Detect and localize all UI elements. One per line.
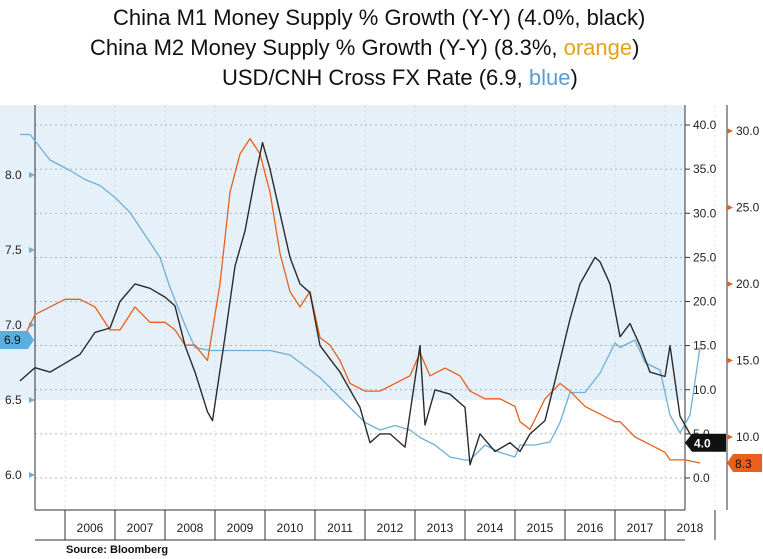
right1-tick-label-0.0: 0.0	[693, 471, 710, 485]
fx-last-marker	[0, 331, 34, 349]
fx-last-label: 6.9	[4, 333, 21, 347]
left-tick-label-8.0: 8.0	[5, 168, 22, 182]
last-value-markers: 6.9 4.0 8.3	[0, 331, 762, 473]
chart-title-line-1: China M1 Money Supply % Growth (Y-Y) (4.…	[113, 5, 646, 30]
right2-tick-10.0	[727, 434, 733, 440]
grid	[35, 105, 716, 510]
x-tick-label-2016: 2016	[577, 521, 604, 535]
right2-tick-30.0	[727, 128, 733, 134]
x-tick-label-2018: 2018	[677, 521, 704, 535]
right1-tick-label-25.0: 25.0	[693, 250, 717, 264]
title-line-2-suffix: )	[632, 35, 640, 60]
x-axis: 2006 2007 2008 2009 2010 2011 2012 2013 2014 2015…	[35, 509, 716, 541]
right1-tick-label-15.0: 15.0	[693, 339, 717, 353]
right2-tick-15.0	[727, 357, 733, 364]
source-note: Source: Bloomberg	[66, 544, 169, 556]
title-line-3-suffix: )	[570, 65, 578, 90]
x-tick-label-2013: 2013	[427, 521, 454, 535]
x-tick-label-2010: 2010	[277, 521, 304, 535]
right2-tick-label-15.0: 15.0	[736, 354, 760, 368]
left-axis: 6.0 6.5 7.0 7.5 8.0	[5, 105, 36, 510]
series-line-m2	[19, 137, 701, 464]
left-tick-label-6.0: 6.0	[5, 468, 22, 482]
x-tick-label-2014: 2014	[477, 521, 504, 535]
x-tick-label-2017: 2017	[627, 521, 654, 535]
title-blue-word: blue	[528, 65, 571, 90]
left-tick-label-6.5: 6.5	[5, 393, 22, 407]
x-tick-label-2007: 2007	[127, 521, 154, 535]
title-orange-word: orange	[563, 35, 633, 60]
left-tick-8.0	[29, 172, 35, 178]
chart-title-line-2: China M2 Money Supply % Growth (Y-Y) (8.…	[90, 34, 639, 62]
x-tick-label-2015: 2015	[527, 521, 554, 535]
series-line-fx	[20, 133, 701, 461]
right2-tick-label-20.0: 20.0	[736, 277, 760, 291]
right1-tick-label-20.0: 20.0	[693, 295, 717, 309]
x-tick-label-2011: 2011	[327, 521, 353, 535]
left-tick-label-7.0: 7.0	[5, 318, 22, 332]
right2-tick-label-10.0: 10.0	[736, 430, 760, 444]
right1-tick-label-10.0: 10.0	[693, 383, 717, 397]
right2-tick-label-30.0: 30.0	[736, 124, 760, 138]
x-tick-label-2009: 2009	[227, 521, 254, 535]
right1-tick-label-35.0: 35.0	[693, 162, 717, 176]
x-tick-label-2012: 2012	[377, 521, 404, 535]
left-tick-6.5	[29, 397, 35, 403]
plot-background-lower	[0, 400, 685, 510]
series-layer	[19, 133, 701, 466]
right2-tick-20.0	[727, 281, 733, 287]
x-tick-label-2008: 2008	[177, 521, 204, 535]
title-line-3-text: USD/CNH Cross FX Rate (6.9,	[222, 65, 529, 90]
m2-last-marker	[727, 454, 762, 473]
m1-last-label: 4.0	[694, 437, 711, 451]
left-tick-label-7.5: 7.5	[5, 243, 22, 257]
plot-background-upper	[0, 105, 685, 400]
right1-tick-label-40.0: 40.0	[693, 118, 717, 132]
right-axis-m2: 10.0 15.0 20.0 25.0 30.0	[726, 105, 760, 510]
left-tick-6.0	[29, 472, 35, 478]
m1-last-marker	[685, 433, 726, 452]
right1-tick-label-30.0: 30.0	[693, 206, 717, 220]
title-line-2-text: China M2 Money Supply % Growth (Y-Y) (8.…	[90, 35, 564, 60]
right2-tick-25.0	[727, 204, 733, 211]
right2-tick-label-25.0: 25.0	[736, 201, 760, 215]
x-tick-label-2006: 2006	[77, 521, 104, 535]
left-tick-7.5	[29, 247, 35, 253]
chart-title-line-3: USD/CNH Cross FX Rate (6.9, blue)	[222, 64, 578, 92]
m2-last-label: 8.3	[735, 457, 752, 471]
series-line-m1	[19, 141, 701, 466]
